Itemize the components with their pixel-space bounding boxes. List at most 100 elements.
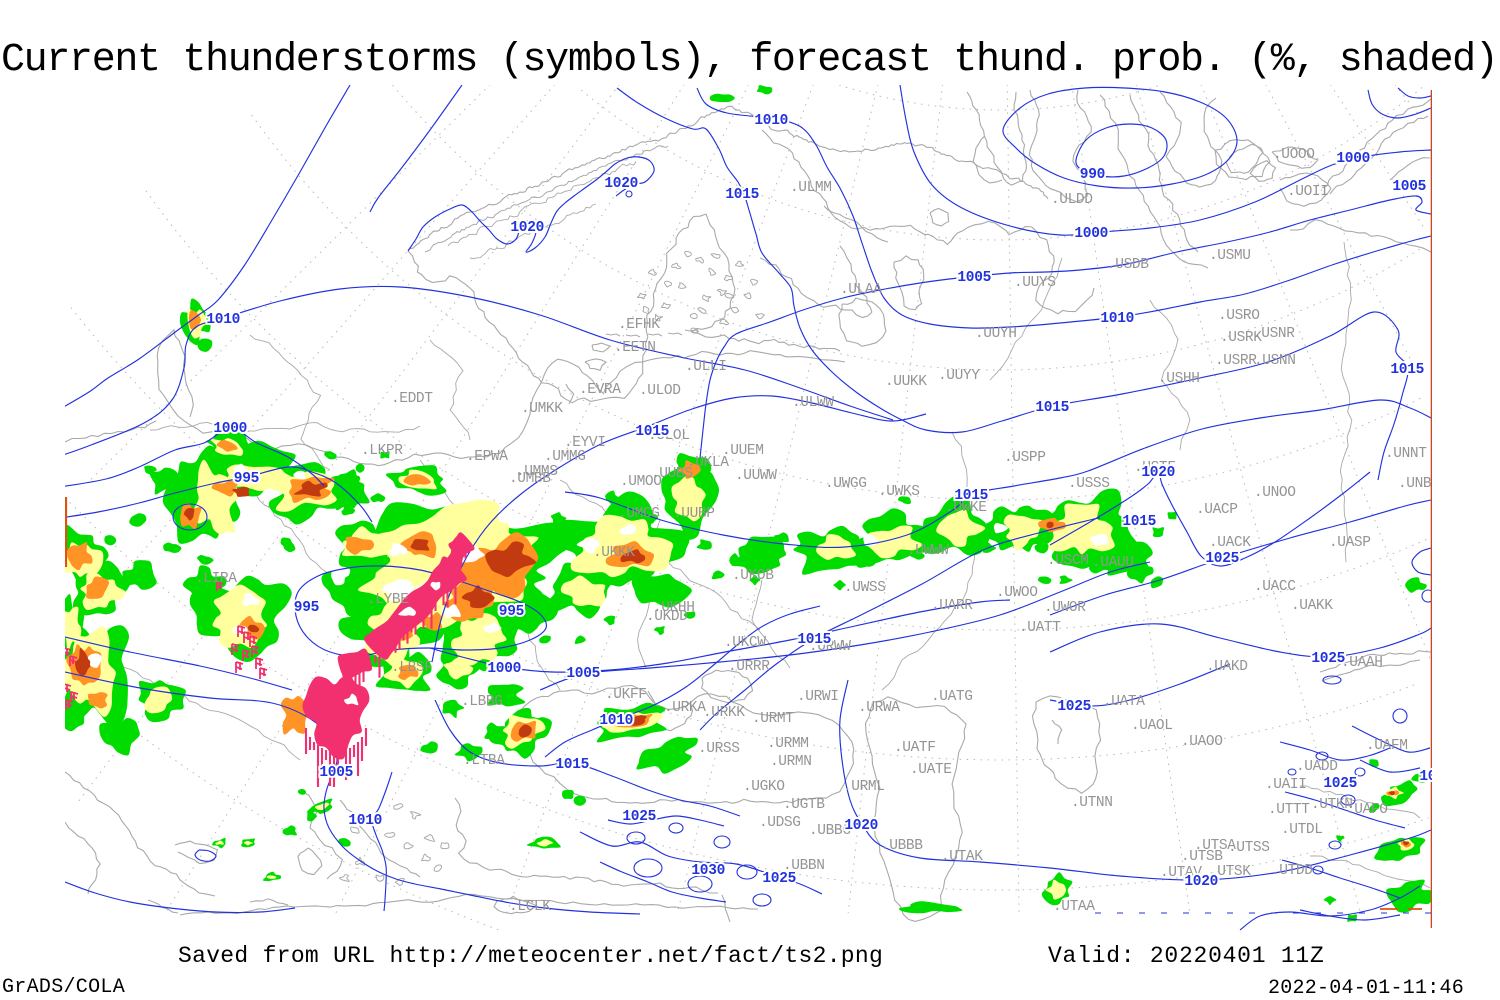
svg-text:1015: 1015 [954,488,988,504]
svg-text:.UTNN: .UTNN [1071,795,1113,811]
svg-text:.UOII: .UOII [1287,184,1329,200]
svg-text:.UATF: .UATF [894,740,936,756]
svg-text:Current thunderstorms (symbols: Current thunderstorms (symbols), forecas… [1,38,1497,83]
svg-text:1015: 1015 [1035,400,1069,416]
svg-text:1020: 1020 [510,220,544,236]
svg-text:1005: 1005 [1392,179,1426,195]
svg-text:.URMM: .URMM [767,736,809,752]
svg-text:.UAAH: .UAAH [1341,655,1383,671]
svg-text:.UATE: .UATE [910,762,952,778]
svg-text:.UTDD: .UTDD [1271,863,1313,879]
svg-text:.ULLI: .ULLI [685,359,727,375]
svg-text:1025: 1025 [1323,776,1357,792]
svg-text:.USNN: .USNN [1254,353,1296,369]
svg-text:1000: 1000 [1336,151,1370,167]
svg-text:1025: 1025 [1311,651,1345,667]
svg-text:1025: 1025 [622,809,656,825]
svg-text:.UTSK: .UTSK [1209,864,1251,880]
svg-text:.UKHH: .UKHH [653,600,695,616]
svg-text:.LKPR: .LKPR [361,443,403,459]
svg-text:.UMMG: .UMMG [544,449,586,465]
svg-text:.UUBP: .UUBP [673,506,715,522]
svg-text:.URKA: .URKA [664,700,706,716]
svg-text:.LBBG: .LBBG [461,694,503,710]
svg-text:.UWOR: .UWOR [1044,600,1086,616]
svg-text:1015: 1015 [1390,362,1424,378]
svg-text:.UUWW: .UUWW [735,468,777,484]
svg-text:.USSS: .USSS [1068,476,1110,492]
svg-text:.UTTT: .UTTT [1268,802,1310,818]
svg-text:.UTSA: .UTSA [1194,838,1236,854]
svg-text:GrADS/COLA: GrADS/COLA [2,976,125,999]
svg-text:.UTSS: .UTSS [1228,840,1270,856]
svg-text:.URWW: .URWW [809,639,851,655]
svg-text:.ULDD: .ULDD [1051,192,1093,208]
svg-text:1025: 1025 [1419,769,1453,785]
svg-text:.UADD: .UADD [1296,759,1338,775]
svg-text:995: 995 [234,471,259,487]
svg-text:1030: 1030 [691,863,725,879]
svg-text:.UATA: .UATA [1103,694,1145,710]
svg-text:.UUKK: .UUKK [885,374,927,390]
svg-text:1010: 1010 [1100,311,1134,327]
svg-text:1010: 1010 [754,113,788,129]
svg-text:.UAII: .UAII [1265,777,1307,793]
svg-text:.USRO: .USRO [1218,308,1260,324]
svg-text:.UAKD: .UAKD [1206,659,1248,675]
svg-text:.USTF: .USTF [1134,460,1176,476]
svg-text:.USMU: .USMU [1209,248,1251,264]
svg-text:.UTSB: .UTSB [1181,849,1223,865]
svg-text:.UKOB: .UKOB [732,568,774,584]
svg-text:.UWWW: .UWWW [907,543,949,559]
svg-text:Saved from URL http://meteocen: Saved from URL http://meteocenter.net/fa… [178,943,883,969]
svg-text:1015: 1015 [1122,514,1156,530]
svg-text:.EETN: .EETN [614,340,656,356]
svg-text:1025: 1025 [1057,699,1091,715]
svg-text:.ULWW: .ULWW [792,395,834,411]
svg-text:.UKCW: .UKCW [724,635,766,651]
svg-text:.UASP: .UASP [1329,535,1371,551]
svg-text:2022-04-01-11:46: 2022-04-01-11:46 [1268,977,1464,1000]
svg-text:.USRR: .USRR [1215,353,1257,369]
svg-text:.UBBG: .UBBG [809,823,851,839]
svg-text:.UWKE: .UWKE [945,500,987,516]
svg-text:.LYBE: .LYBE [367,592,409,608]
svg-text:.UTKN: .UTKN [1311,797,1353,813]
svg-text:.UAFO: .UAFO [1346,802,1388,818]
svg-text:.EDDT: .EDDT [391,391,433,407]
svg-text:.UUYY: .UUYY [938,368,980,384]
svg-text:.EYVI: .EYVI [564,435,606,451]
svg-text:.UTAV: .UTAV [1160,865,1202,881]
svg-text:.URSS: .URSS [698,741,740,757]
svg-text:.URMN: .URMN [770,754,812,770]
svg-text:.ULMM: .ULMM [790,180,832,196]
svg-text:.UUYS: .UUYS [1014,275,1056,291]
svg-text:1020: 1020 [604,176,638,192]
svg-text:1000: 1000 [213,421,247,437]
svg-text:.USCM: .USCM [1047,553,1089,569]
svg-text:1000: 1000 [487,661,521,677]
svg-text:1015: 1015 [635,424,669,440]
svg-text:.UGTB: .UGTB [783,797,825,813]
svg-text:1005: 1005 [957,270,991,286]
svg-text:.LTBA: .LTBA [463,753,505,769]
svg-text:.USPP: .USPP [1004,450,1046,466]
svg-text:.UUYH: .UUYH [975,326,1017,342]
svg-text:1020: 1020 [1141,465,1175,481]
svg-text:.UMMS: .UMMS [516,464,558,480]
svg-text:.EPWA: .EPWA [466,449,508,465]
svg-text:.UUBS: .UUBS [651,466,693,482]
svg-text:.UAOL: .UAOL [1131,718,1173,734]
svg-text:.LCLK: .LCLK [509,899,551,915]
svg-text:.UTAK: .UTAK [941,849,983,865]
svg-text:.URRR: .URRR [728,659,770,675]
svg-text:.UMKK: .UMKK [521,401,563,417]
svg-text:.UGKO: .UGKO [743,779,785,795]
svg-text:.UAKK: .UAKK [1291,598,1333,614]
svg-text:.UWGG: .UWGG [825,476,867,492]
svg-text:.UKDD: .UKDD [646,609,688,625]
svg-text:.EFHK: .EFHK [618,317,660,333]
svg-text:.EVRA: .EVRA [579,382,621,398]
svg-text:.URKK: .URKK [703,705,745,721]
svg-text:.LBSF: .LBSF [391,660,433,676]
